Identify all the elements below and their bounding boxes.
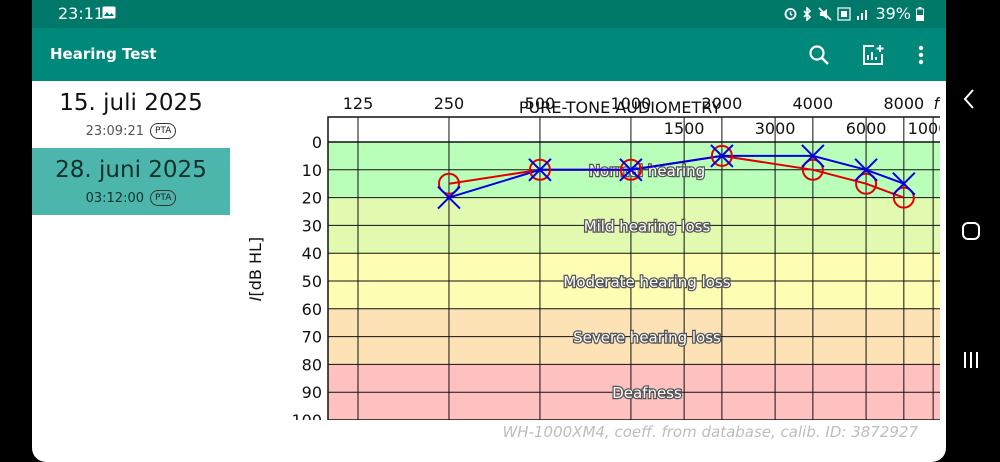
gallery-icon bbox=[102, 6, 116, 19]
y-tick-label: 30 bbox=[302, 216, 322, 235]
zone-label: Normal hearing bbox=[589, 162, 705, 180]
status-icons: 39% bbox=[784, 4, 924, 23]
test-meta: 03:12:00 PTA bbox=[32, 190, 230, 206]
circle-marker bbox=[710, 144, 733, 167]
cross-marker bbox=[528, 158, 552, 182]
chart-title: PURE-TONE AUDIOMETRY bbox=[519, 98, 721, 117]
y-tick-label: 100 bbox=[291, 411, 322, 420]
x-tick-label-major: 1000 bbox=[611, 94, 652, 113]
y-tick-label: 0 bbox=[312, 133, 322, 152]
status-time: 23:11 bbox=[58, 4, 105, 23]
bluetooth-icon bbox=[803, 6, 812, 21]
cross-marker bbox=[619, 158, 643, 182]
recents-icon bbox=[964, 352, 978, 368]
recents-button[interactable] bbox=[962, 350, 980, 374]
back-button[interactable] bbox=[962, 88, 976, 114]
test-meta: 23:09:21 PTA bbox=[32, 123, 230, 139]
circle-marker bbox=[619, 158, 642, 181]
add-test-button[interactable] bbox=[858, 40, 888, 70]
back-icon bbox=[963, 89, 974, 109]
x-tick-label-minor: 1500 bbox=[664, 119, 705, 138]
x-tick-label-major: 125 bbox=[343, 94, 374, 113]
app-screen: 23:11 bbox=[32, 0, 946, 462]
mute-icon bbox=[818, 6, 833, 21]
zone-label: Moderate hearing loss bbox=[563, 273, 730, 291]
y-tick-label: 70 bbox=[302, 328, 322, 347]
circle-marker bbox=[855, 172, 878, 195]
zone-label: Deafness bbox=[612, 384, 682, 402]
more-vert-icon bbox=[918, 45, 924, 65]
x-tick-label-major: 8000 bbox=[883, 94, 924, 113]
x-tick-label-minor: 6000 bbox=[846, 119, 887, 138]
home-button[interactable] bbox=[961, 221, 981, 245]
pta-badge: PTA bbox=[150, 190, 177, 206]
cross-marker bbox=[892, 171, 916, 196]
app-bar: Hearing Test bbox=[32, 28, 946, 81]
plot-frame bbox=[327, 116, 940, 420]
test-time: 03:12:00 bbox=[85, 190, 144, 206]
audiogram-chart: Normal hearing Mild hearing loss Moderate … bbox=[246, 94, 940, 420]
cross-marker bbox=[437, 185, 461, 210]
test-date: 15. juli 2025 bbox=[59, 90, 203, 116]
cross-marker bbox=[801, 144, 825, 168]
calibration-note: WH-1000XM4, coeff. from database, calib.… bbox=[502, 423, 918, 441]
x-axis-label: f[Hz] bbox=[933, 94, 940, 113]
zone-label: Mild hearing loss bbox=[584, 217, 711, 235]
x-tick-label-minor: 10000 bbox=[908, 119, 940, 138]
y-tick-label: 40 bbox=[302, 244, 322, 263]
x-tick-label-minor: 3000 bbox=[755, 119, 796, 138]
test-list-item-selected[interactable]: 28. juni 2025 03:12:00 PTA bbox=[32, 148, 230, 215]
test-list: 15. juli 2025 23:09:21 PTA 28. juni 2025… bbox=[32, 81, 230, 462]
cross-marker bbox=[710, 144, 734, 168]
x-tick-label-major: 2000 bbox=[702, 94, 743, 113]
battery-icon bbox=[916, 6, 924, 21]
add-chart-icon bbox=[863, 45, 884, 65]
x-tick-label-major: 250 bbox=[434, 94, 465, 113]
battery-percent: 39% bbox=[875, 4, 911, 23]
y-tick-label: 80 bbox=[302, 355, 322, 374]
zone-label: Severe hearing loss bbox=[573, 329, 721, 347]
minor-axis-band bbox=[328, 117, 940, 142]
volte-icon bbox=[837, 6, 852, 21]
y-tick-label: 10 bbox=[302, 161, 322, 180]
y-tick-label: 60 bbox=[302, 300, 322, 319]
x-tick-label-major: 4000 bbox=[793, 94, 834, 113]
test-list-item[interactable]: 15. juli 2025 23:09:21 PTA bbox=[32, 81, 230, 148]
circle-marker bbox=[801, 158, 824, 181]
test-date: 28. juni 2025 bbox=[55, 157, 207, 183]
home-icon bbox=[962, 222, 980, 240]
x-tick-label-major: 500 bbox=[525, 94, 556, 113]
cross-marker bbox=[854, 158, 878, 182]
circle-marker bbox=[528, 158, 551, 181]
y-tick-label: 50 bbox=[302, 272, 322, 291]
pta-badge: PTA bbox=[150, 123, 177, 139]
y-tick-label: 90 bbox=[302, 383, 322, 402]
circle-marker bbox=[892, 186, 915, 209]
search-icon bbox=[809, 45, 829, 65]
search-button[interactable] bbox=[804, 40, 834, 70]
test-time: 23:09:21 bbox=[85, 123, 144, 139]
circle-marker bbox=[437, 172, 460, 195]
alarm-icon bbox=[785, 8, 797, 20]
signal-icon bbox=[857, 10, 868, 20]
status-bar: 23:11 bbox=[32, 0, 946, 28]
more-options-button[interactable] bbox=[906, 40, 936, 70]
app-title: Hearing Test bbox=[50, 45, 157, 63]
y-tick-label: 20 bbox=[302, 189, 322, 208]
y-axis-label: I[dB HL] bbox=[246, 237, 265, 301]
